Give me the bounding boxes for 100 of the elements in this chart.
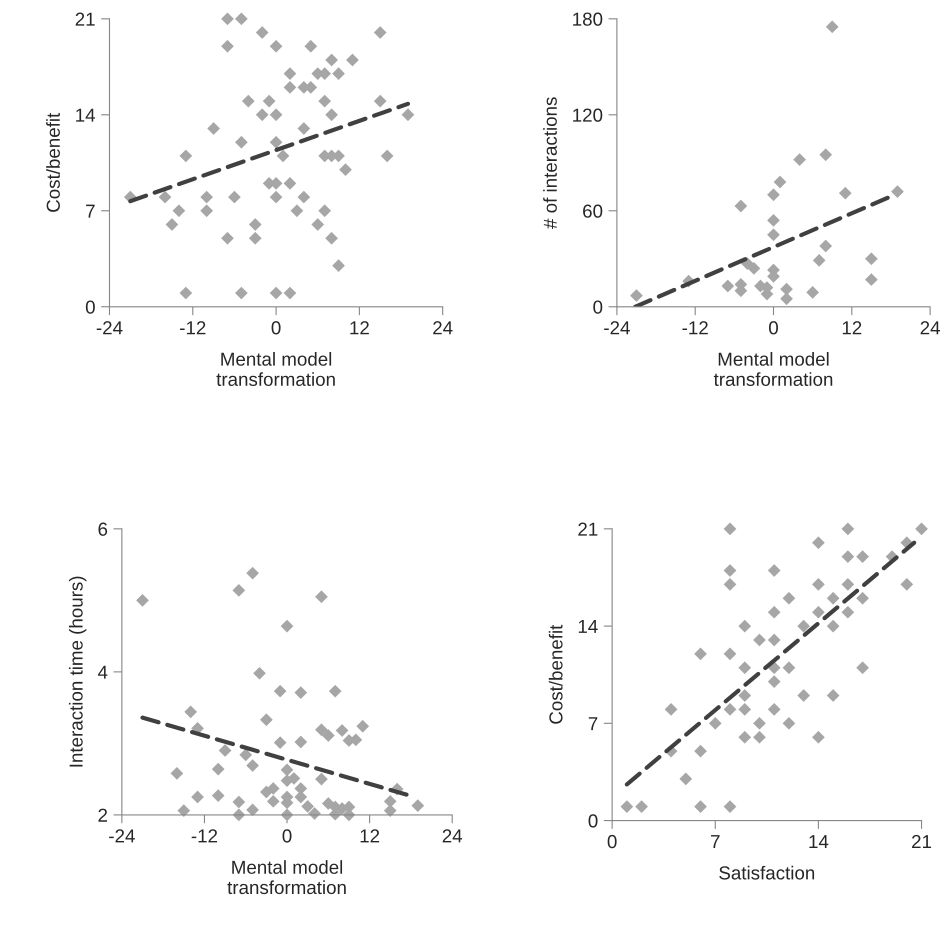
point [724, 522, 736, 536]
point [838, 186, 852, 200]
point [635, 800, 648, 814]
point [290, 204, 304, 218]
point [812, 606, 825, 619]
point [179, 286, 192, 300]
point [280, 763, 294, 776]
x-tick-label: 12 [842, 321, 862, 334]
point [782, 592, 796, 605]
point [294, 736, 308, 748]
point [782, 661, 796, 674]
point [380, 150, 394, 162]
point [891, 185, 904, 198]
point [411, 799, 424, 812]
y-tick-label: 7 [86, 204, 95, 218]
point [318, 204, 332, 218]
y-tick-label: 180 [573, 12, 602, 26]
x-axis-title: Mental model transformation [714, 352, 832, 386]
point [819, 240, 832, 252]
point [301, 800, 314, 813]
x-tick-label: 12 [360, 829, 380, 842]
point [724, 578, 736, 591]
y-tick-label: 120 [573, 108, 602, 122]
point [246, 566, 259, 580]
point [826, 592, 840, 605]
point [826, 20, 839, 34]
point [797, 689, 810, 702]
point [768, 675, 781, 688]
point [248, 232, 262, 245]
point [232, 584, 246, 597]
point [356, 720, 370, 733]
point [782, 716, 796, 730]
point [221, 232, 234, 245]
point [136, 594, 149, 607]
point [842, 522, 854, 536]
point [184, 706, 198, 718]
point [256, 108, 269, 122]
point [768, 564, 781, 577]
y-tick-label: 0 [593, 300, 602, 314]
point [767, 188, 780, 202]
point [246, 804, 259, 816]
point [738, 661, 752, 674]
point [768, 606, 781, 619]
point [253, 666, 266, 680]
point [212, 789, 225, 802]
point [158, 190, 172, 204]
point [402, 108, 414, 122]
point [332, 259, 345, 272]
x-tick-label: 24 [920, 321, 940, 334]
point [170, 767, 184, 780]
x-tick-label: 7 [711, 835, 720, 848]
point [284, 176, 296, 190]
point [270, 136, 282, 149]
point [793, 153, 806, 166]
y-axis-title: Cost/benefit [548, 624, 563, 724]
x-axis-title: Mental model transformation [216, 352, 335, 386]
point [780, 292, 793, 306]
point [797, 620, 810, 632]
point [304, 40, 318, 53]
point [228, 190, 241, 204]
point [664, 703, 678, 716]
point [200, 190, 214, 204]
point [218, 744, 232, 757]
point [724, 564, 736, 577]
point [270, 190, 282, 204]
point [842, 550, 854, 563]
point [694, 800, 707, 814]
point [384, 804, 397, 817]
y-tick-label: 21 [578, 522, 598, 536]
point [274, 684, 287, 698]
point [325, 54, 338, 66]
point [328, 684, 342, 698]
x-tick-label: -12 [682, 321, 708, 334]
point [865, 273, 878, 286]
x-tick-label: -12 [192, 829, 218, 842]
y-tick-label: 4 [98, 666, 108, 679]
point [266, 782, 280, 795]
point [311, 218, 324, 231]
point [270, 108, 282, 122]
y-tick-label: 60 [583, 204, 602, 218]
point [325, 108, 338, 122]
x-tick-label: 21 [912, 834, 932, 848]
point [235, 12, 248, 26]
point [915, 522, 928, 536]
point [200, 204, 214, 218]
point [336, 724, 348, 737]
point [315, 723, 328, 736]
point [232, 796, 246, 808]
point [212, 762, 225, 776]
point [738, 689, 752, 702]
x-tick-label: -24 [604, 321, 630, 334]
point [246, 759, 259, 772]
y-tick-label: 21 [76, 12, 95, 26]
point [256, 26, 269, 39]
point [191, 790, 204, 804]
x-tick-label: 12 [350, 321, 369, 334]
point [260, 713, 273, 726]
x-tick-label: -12 [180, 321, 206, 334]
y-axis-title: Cost/benefit [46, 112, 60, 212]
point [724, 800, 736, 814]
